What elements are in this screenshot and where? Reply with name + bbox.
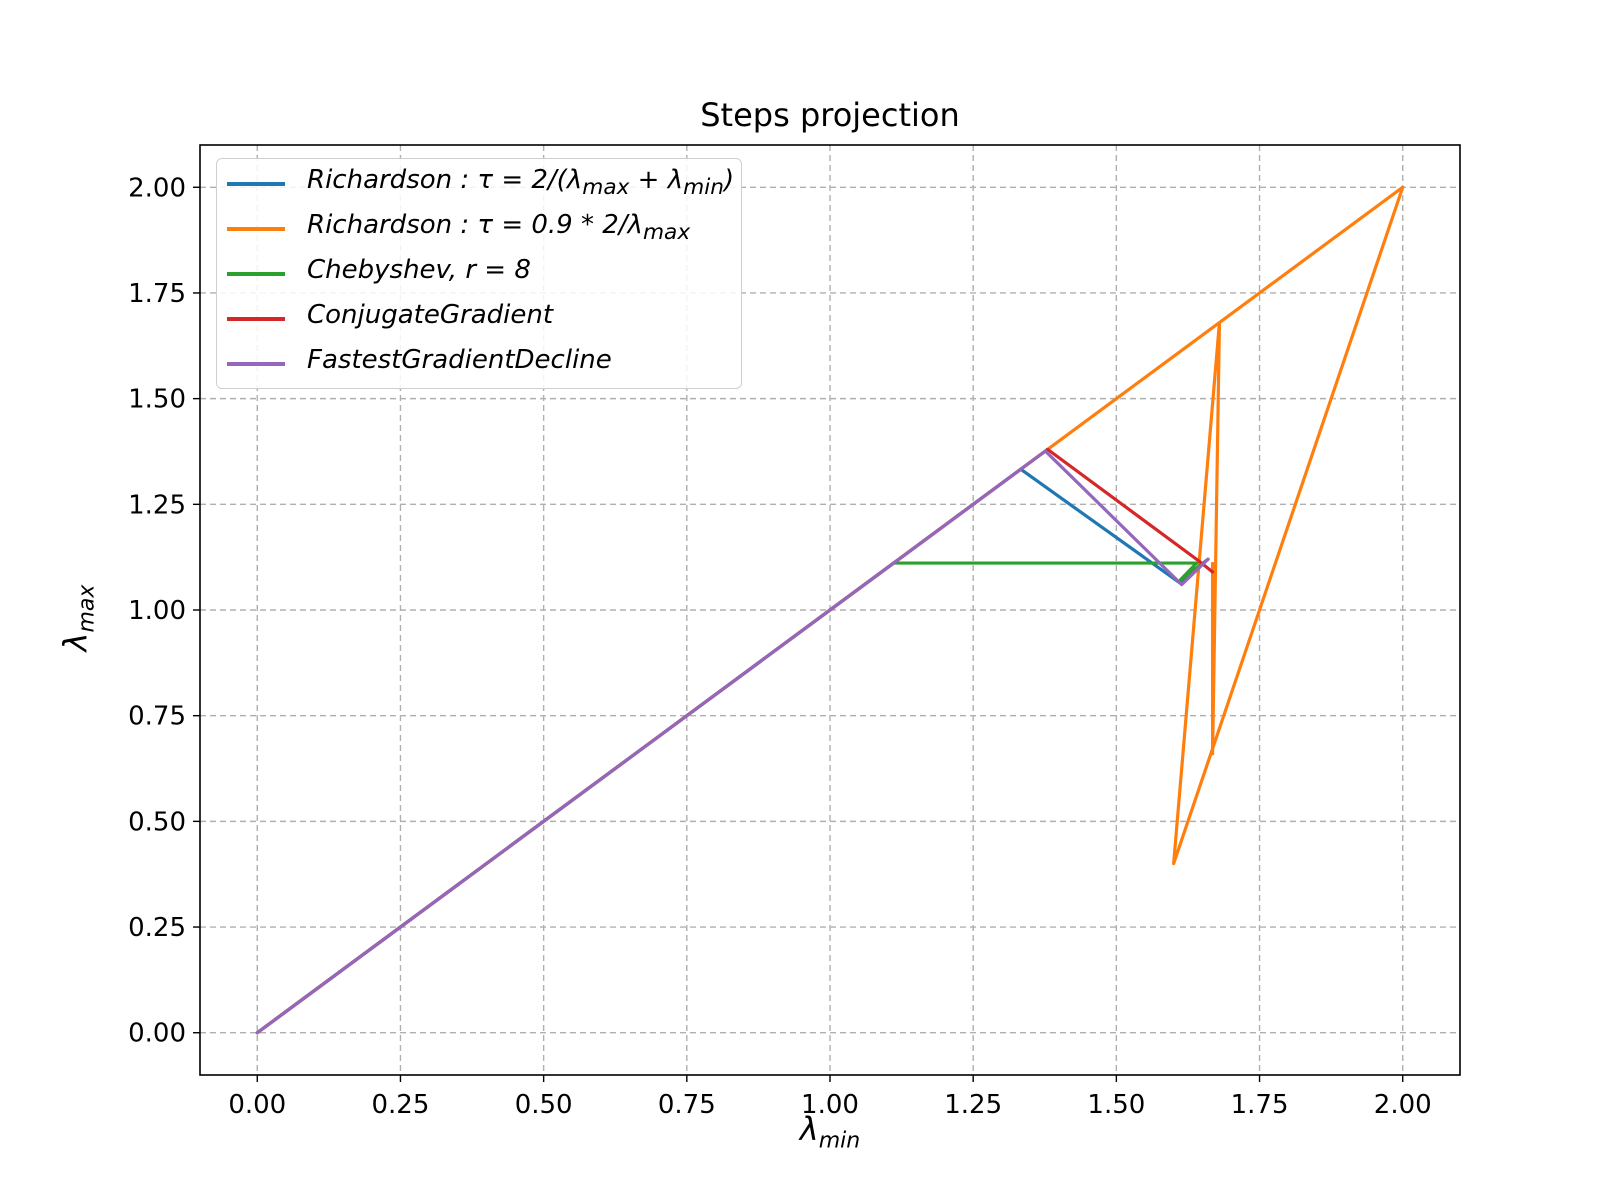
y-tick-label: 0.25	[128, 913, 186, 943]
y-axis-label-symbol: λ	[56, 632, 95, 652]
series-line-fastestgradientdecline	[255, 449, 1210, 1035]
x-tick-label: 1.75	[1231, 1090, 1289, 1120]
x-tick-label: 0.75	[658, 1090, 716, 1120]
y-tick-label: 2.00	[128, 173, 186, 203]
y-axis-label-subscript: max	[74, 584, 100, 633]
legend-label: Chebyshev, r = 8	[307, 255, 531, 285]
x-axis-label: λmin	[200, 1110, 1460, 1153]
legend-item: FastestGradientDecline	[217, 341, 741, 386]
x-axis-label-symbol: λ	[799, 1110, 819, 1148]
legend-swatch	[227, 362, 285, 366]
y-tick-label: 1.25	[128, 490, 186, 520]
y-tick-label: 0.75	[128, 702, 186, 732]
legend-swatch	[227, 182, 285, 186]
y-tick-label: 0.00	[128, 1019, 186, 1049]
legend-swatch	[227, 317, 285, 321]
y-axis-label: λmax	[56, 585, 99, 652]
legend-item: ConjugateGradient	[217, 296, 741, 341]
x-tick-label: 0.00	[228, 1090, 286, 1120]
y-tick-label: 1.50	[128, 385, 186, 415]
y-tick-label: 1.75	[128, 279, 186, 309]
x-tick-label: 1.25	[944, 1090, 1002, 1120]
series-lines	[255, 185, 1405, 1035]
legend-label: ConjugateGradient	[307, 300, 554, 330]
legend-label: Richardson : τ = 2/(λmax + λmin)	[307, 165, 735, 201]
legend-label: Richardson : τ = 0.9 * 2/λmax	[307, 210, 691, 246]
legend-swatch	[227, 227, 285, 231]
x-tick-label: 0.25	[372, 1090, 430, 1120]
legend: Richardson : τ = 2/(λmax + λmin) Richard…	[216, 158, 742, 389]
chart-title: Steps projection	[700, 96, 960, 134]
legend-label: FastestGradientDecline	[307, 345, 612, 375]
axis-ticks: 0.00 0.25 0.50 0.75 1.00 1.25 1.50 1.75 2.00 0.00…	[128, 173, 1432, 1120]
legend-swatch	[227, 272, 285, 276]
x-tick-label: 1.00	[801, 1090, 859, 1120]
y-tick-label: 0.50	[128, 807, 186, 837]
legend-item: Richardson : τ = 0.9 * 2/λmax	[217, 206, 741, 251]
legend-item: Richardson : τ = 2/(λmax + λmin)	[217, 161, 741, 206]
x-tick-label: 2.00	[1374, 1090, 1432, 1120]
series-line-richardson-0-9-2-max	[255, 185, 1405, 1035]
y-tick-label: 1.00	[128, 596, 186, 626]
x-tick-label: 0.50	[515, 1090, 573, 1120]
x-axis-label-subscript: min	[818, 1128, 861, 1154]
x-tick-label: 1.50	[1087, 1090, 1145, 1120]
legend-item: Chebyshev, r = 8	[217, 251, 741, 296]
